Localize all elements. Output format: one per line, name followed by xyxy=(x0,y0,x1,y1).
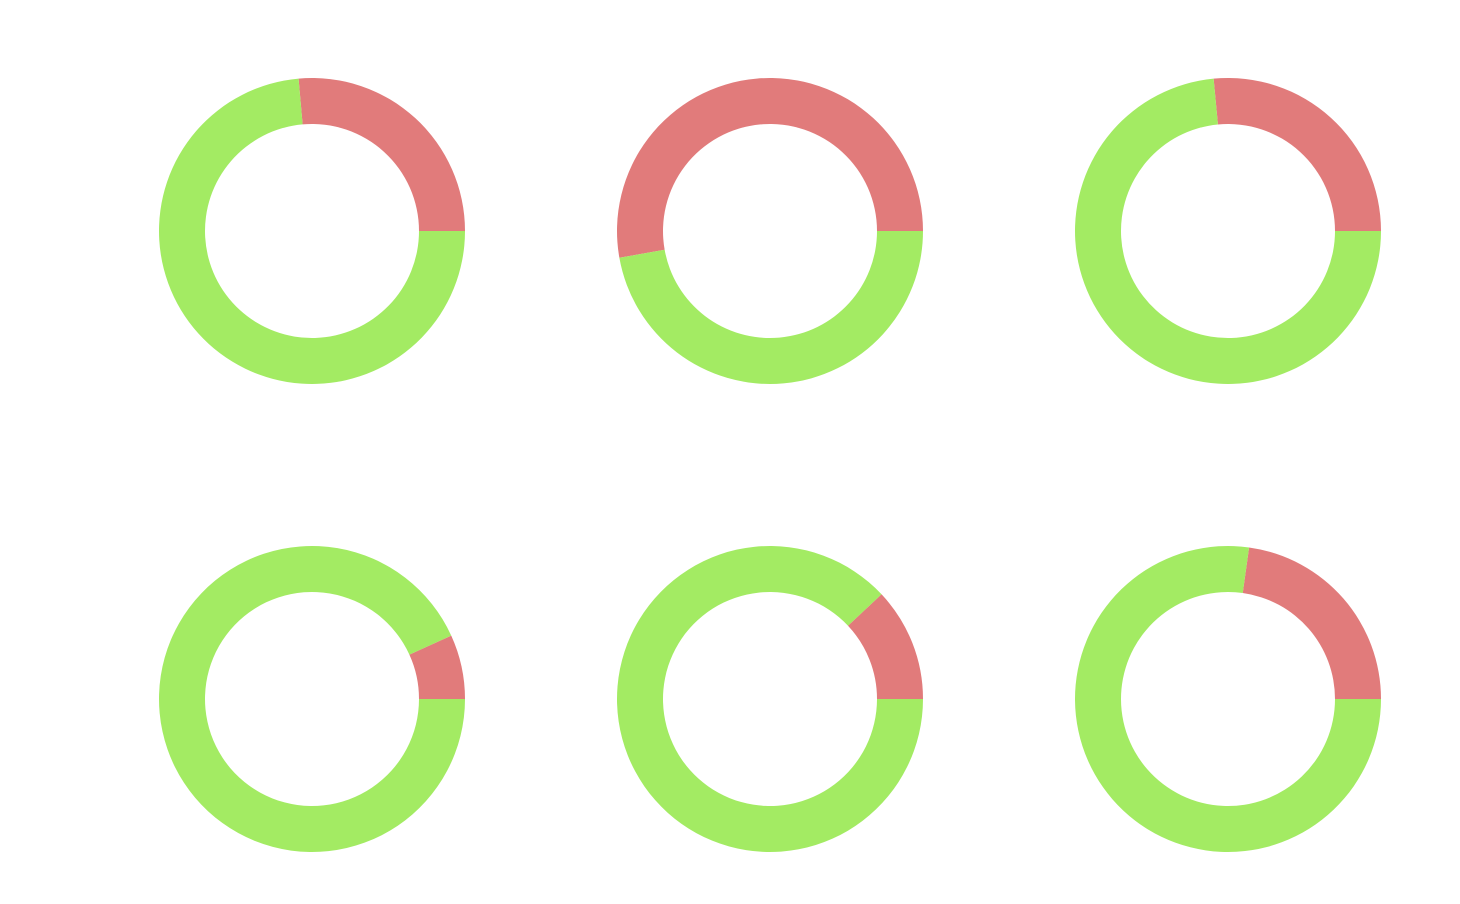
donut-5-slice-good xyxy=(617,546,923,852)
donut-5-slice-bad xyxy=(847,594,923,699)
donut-chart-6 xyxy=(1074,546,1381,853)
donut-1-slice-bad xyxy=(298,78,465,231)
donut-2-slice-bad xyxy=(617,78,923,258)
donut-4-slice-bad xyxy=(409,635,465,699)
donut-6-slice-good xyxy=(1074,546,1381,853)
donut-3-slice-bad xyxy=(1213,78,1381,231)
donut-chart-4 xyxy=(159,546,465,853)
donut-chart-2 xyxy=(617,78,924,385)
donut-chart-1 xyxy=(159,78,466,385)
donut-6-slice-bad xyxy=(1242,547,1381,699)
donut-2-slice-good xyxy=(619,231,924,385)
donut-1-slice-good xyxy=(159,78,466,385)
donut-chart-5 xyxy=(617,546,923,852)
donut-4-slice-good xyxy=(159,546,465,853)
donut-3-slice-good xyxy=(1075,78,1381,384)
donut-chart-3 xyxy=(1075,78,1381,384)
